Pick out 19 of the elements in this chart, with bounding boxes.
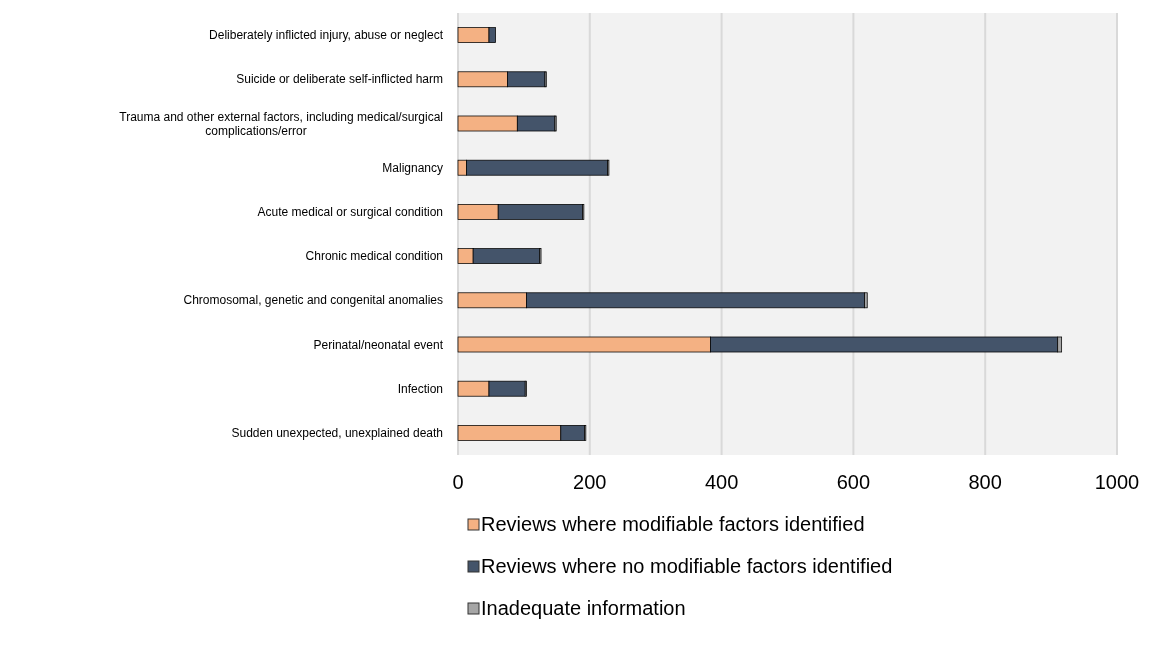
legend-label: Reviews where modifiable factors identified	[481, 513, 865, 535]
y-tick-label: Perinatal/neonatal event	[313, 337, 444, 352]
x-tick-label: 200	[573, 471, 607, 493]
x-tick-label: 400	[704, 471, 739, 493]
x-tick-label: 800	[968, 471, 1002, 493]
y-tick-label: Chronic medical condition	[305, 249, 443, 264]
y-tick-label: Malignancy	[382, 160, 443, 175]
x-tick-label: 0	[452, 471, 464, 493]
legend-label: Reviews where no modifiable factors identified	[481, 555, 893, 577]
y-tick-label: Acute medical or surgical condition	[257, 204, 443, 219]
y-tick-label: Infection	[397, 381, 443, 396]
x-tick-label: 1000	[1094, 471, 1140, 493]
y-tick-label: Trauma and other external factors, including medical/surgical complications/error	[119, 109, 443, 138]
x-tick-label: 600	[836, 471, 871, 493]
y-tick-label: Suicide or deliberate self-inflicted harm	[236, 72, 443, 87]
y-tick-label: Deliberately inflicted injury, abuse or neglect	[209, 28, 444, 43]
legend-label: Inadequate information	[481, 597, 686, 619]
y-tick-label: Sudden unexpected, unexplained death	[231, 425, 443, 440]
y-tick-label: Chromosomal, genetic and congenital anomalies	[183, 293, 443, 308]
